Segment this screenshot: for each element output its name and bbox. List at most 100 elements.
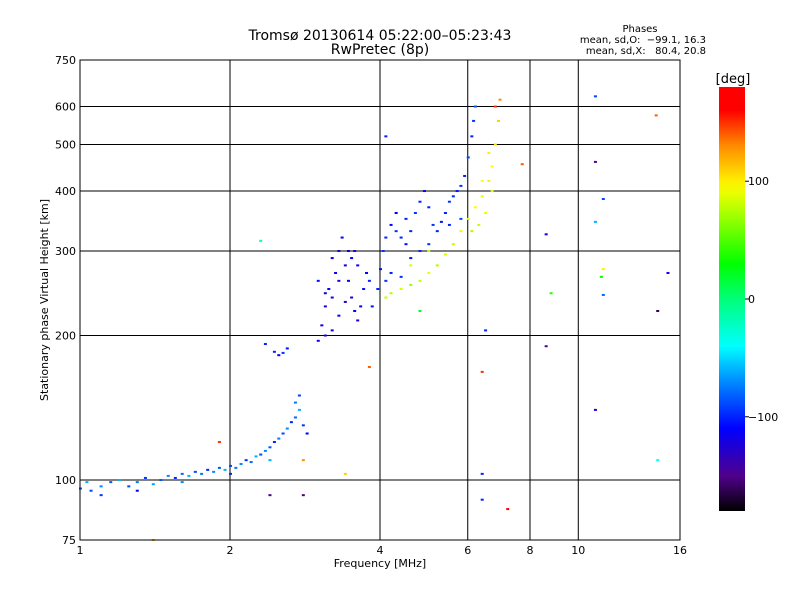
data-point: [451, 243, 455, 246]
data-point: [484, 329, 488, 332]
data-point: [480, 370, 484, 373]
data-point: [301, 459, 305, 462]
data-point: [272, 350, 276, 353]
plot-frame: [79, 59, 681, 541]
stats-x-mode: mean, sd,X: 80.4, 20.8: [586, 46, 706, 57]
x-tick-label: 10: [571, 544, 585, 557]
data-point: [427, 243, 431, 246]
data-point: [601, 293, 605, 296]
data-point: [431, 223, 435, 226]
data-point: [350, 296, 354, 299]
data-point: [259, 453, 263, 456]
data-point: [293, 401, 297, 404]
data-point: [376, 288, 380, 291]
data-point: [656, 309, 660, 312]
y-tick-label: 200: [55, 330, 76, 343]
data-point: [480, 179, 484, 182]
data-point: [487, 152, 491, 155]
data-point: [484, 212, 488, 215]
data-point: [85, 481, 89, 484]
data-point: [593, 220, 597, 223]
data-point: [379, 268, 382, 271]
data-point: [455, 190, 459, 193]
data-point: [506, 508, 510, 511]
data-point: [399, 288, 403, 291]
data-point: [473, 105, 477, 108]
data-point: [427, 271, 431, 274]
data-point: [297, 408, 301, 411]
x-tick-labels: 1 2 4 6 8 10 16: [77, 544, 688, 557]
data-point: [159, 479, 163, 482]
data-point: [409, 257, 413, 260]
data-point: [281, 432, 285, 435]
data-point: [343, 264, 347, 267]
data-point: [394, 230, 398, 233]
data-point: [330, 329, 334, 332]
data-point: [370, 305, 374, 308]
data-point: [173, 476, 177, 479]
data-point: [109, 481, 113, 484]
data-point: [362, 288, 366, 291]
data-point: [443, 212, 447, 215]
data-point: [272, 441, 276, 444]
colorbar-label: [deg]: [716, 72, 751, 87]
data-point: [289, 421, 293, 424]
data-point: [384, 279, 388, 282]
data-point: [297, 394, 301, 397]
data-point: [268, 459, 272, 462]
x-tick-label: 6: [464, 544, 471, 557]
data-point: [443, 253, 447, 256]
data-point: [487, 179, 491, 182]
data-point: [323, 334, 327, 337]
data-point: [498, 98, 502, 101]
data-point: [254, 455, 258, 458]
data-point: [367, 365, 371, 368]
data-point: [601, 268, 605, 271]
colorbar-tick-label: 100: [748, 175, 769, 188]
data-point: [654, 114, 658, 117]
data-point: [459, 230, 463, 233]
data-point: [418, 250, 422, 253]
data-point: [466, 156, 470, 159]
y-tick-label: 400: [55, 185, 76, 198]
data-point: [422, 190, 426, 193]
x-tick-label: 2: [227, 544, 234, 557]
data-point: [268, 446, 272, 449]
stats-o-mode: mean, sd,O: −99.1, 16.3: [580, 35, 706, 46]
data-point: [327, 288, 331, 291]
data-point: [593, 160, 597, 163]
data-point: [99, 494, 103, 497]
y-tick-label: 500: [55, 139, 76, 152]
y-tick-label: 600: [55, 101, 76, 114]
data-point: [544, 345, 548, 348]
data-point: [340, 236, 344, 239]
data-point: [593, 95, 597, 98]
data-point: [451, 195, 455, 198]
data-point: [384, 296, 388, 299]
data-point: [323, 292, 327, 295]
data-point: [285, 427, 289, 430]
data-point: [404, 243, 408, 246]
data-point: [180, 481, 184, 484]
data-point: [493, 143, 497, 146]
data-point: [151, 483, 155, 486]
data-point: [409, 264, 413, 267]
x-tick-label: 8: [527, 544, 534, 557]
data-point: [301, 494, 305, 497]
data-point: [459, 217, 463, 220]
data-point: [316, 339, 320, 342]
data-point: [601, 198, 605, 201]
y-tick-labels: 75 100 200 300 400 500 600 750: [55, 54, 76, 547]
data-point: [459, 184, 463, 187]
data-point: [356, 319, 360, 322]
data-point: [384, 236, 388, 239]
data-point: [384, 135, 388, 138]
data-point: [472, 119, 476, 122]
data-point: [223, 468, 227, 471]
data-point: [263, 449, 267, 452]
data-point: [330, 296, 334, 299]
data-point: [493, 105, 497, 108]
data-point: [549, 292, 553, 295]
data-point: [381, 250, 385, 253]
